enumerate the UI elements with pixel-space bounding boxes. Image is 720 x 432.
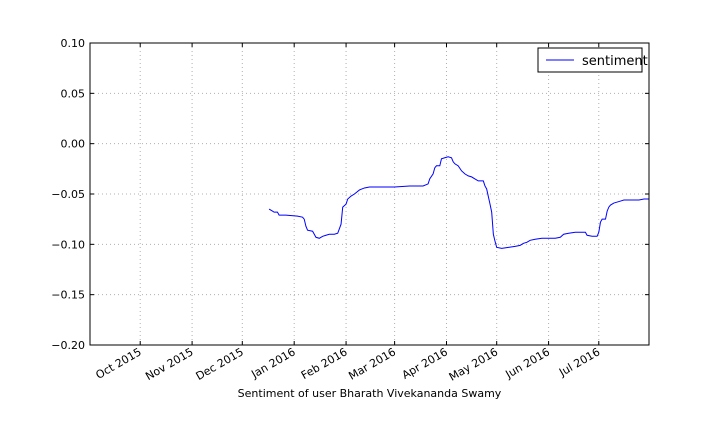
y-axis: 0.10 0.05 0.00 −0.05 −0.10 −0.15 −0.20 — [51, 37, 649, 352]
x-tick-label: Mar 2016 — [346, 345, 398, 382]
x-tick-label: Apr 2016 — [400, 345, 450, 382]
x-tick-label: Jun 2016 — [503, 345, 553, 381]
x-tick-label: May 2016 — [447, 345, 500, 383]
x-tick-label: Jul 2016 — [556, 345, 602, 379]
y-tick-label: −0.05 — [51, 188, 85, 201]
x-tick-label: Jan 2016 — [248, 345, 297, 381]
y-tick-label: 0.00 — [61, 138, 86, 151]
grid-lines — [90, 42, 649, 346]
x-axis-label: Sentiment of user Bharath Vivekananda Sw… — [238, 387, 502, 400]
plot-area-frame — [89, 42, 650, 346]
y-tick-label: 0.10 — [61, 37, 86, 50]
y-tick-label: −0.20 — [51, 339, 85, 352]
legend-label: sentiment — [582, 54, 648, 69]
x-tick-label: Oct 2015 — [93, 345, 143, 382]
x-tick-label: Dec 2015 — [194, 345, 246, 383]
series-layer — [268, 156, 649, 249]
y-tick-label: −0.10 — [51, 238, 85, 251]
series-line-sentiment — [268, 156, 649, 249]
x-tick-label: Feb 2016 — [299, 345, 350, 382]
x-tick-label: Nov 2015 — [143, 345, 195, 383]
y-tick-label: 0.05 — [61, 87, 86, 100]
legend: sentiment — [537, 47, 648, 73]
y-tick-label: −0.15 — [51, 289, 85, 302]
